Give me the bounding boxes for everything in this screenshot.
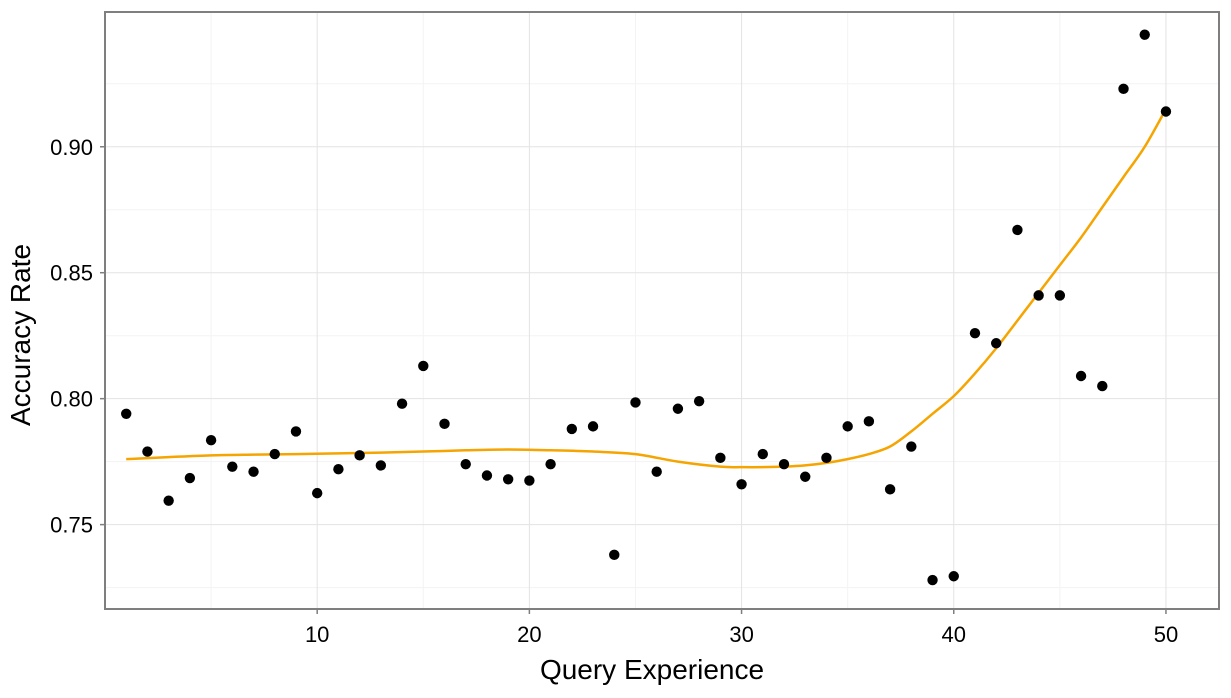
data-point <box>290 426 302 437</box>
x-axis-ticks: 10 20 30 40 50 <box>305 609 1178 647</box>
data-point <box>969 327 981 339</box>
x-tick-label: 40 <box>942 622 966 647</box>
data-point <box>672 403 684 414</box>
data-point <box>248 466 259 477</box>
data-point <box>502 474 514 485</box>
data-point <box>800 471 811 482</box>
data-point <box>1075 370 1087 382</box>
data-point <box>481 470 493 481</box>
data-point <box>184 472 196 484</box>
data-point <box>715 452 726 464</box>
data-point <box>205 435 217 446</box>
data-point <box>778 458 790 470</box>
data-point <box>630 397 641 408</box>
data-point <box>927 574 938 586</box>
data-point <box>609 549 620 561</box>
x-axis-title: Query Experience <box>540 654 764 685</box>
data-point <box>396 398 408 409</box>
data-point <box>524 475 535 486</box>
y-tick-label: 0.90 <box>50 135 93 160</box>
data-point <box>863 416 875 427</box>
plot-border <box>104 11 1220 610</box>
data-point <box>227 461 238 472</box>
data-point <box>439 418 450 430</box>
y-tick-label: 0.75 <box>50 513 93 538</box>
data-point <box>906 441 917 452</box>
data-point <box>948 571 959 582</box>
data-point <box>842 421 853 432</box>
y-tick-label: 0.85 <box>50 261 93 286</box>
y-axis-title: Accuracy Rate <box>5 244 36 426</box>
y-tick-label: 0.80 <box>50 387 93 412</box>
data-point <box>1160 106 1172 117</box>
data-point <box>1012 224 1023 236</box>
data-point <box>121 408 132 419</box>
data-point <box>1097 380 1108 392</box>
data-point <box>375 460 387 471</box>
data-point <box>333 463 344 475</box>
data-point <box>1118 83 1129 95</box>
data-point <box>311 487 323 499</box>
data-point <box>757 448 768 460</box>
data-point <box>587 421 599 432</box>
data-point <box>693 395 705 407</box>
y-axis-ticks: 0.75 0.80 0.85 0.90 <box>50 135 105 538</box>
data-point <box>418 360 429 372</box>
x-tick-label: 30 <box>729 622 753 647</box>
data-point <box>736 479 747 490</box>
x-tick-label: 10 <box>305 622 329 647</box>
data-point <box>821 452 832 464</box>
data-point <box>354 450 365 461</box>
plot-background <box>105 12 1219 609</box>
data-point <box>1033 290 1044 301</box>
grid-major <box>105 12 1219 609</box>
data-point <box>991 338 1002 349</box>
data-point <box>651 466 662 477</box>
data-point <box>460 458 471 470</box>
points-layer <box>121 29 1172 586</box>
data-point <box>566 423 578 435</box>
x-tick-label: 20 <box>517 622 541 647</box>
data-point <box>1139 29 1150 40</box>
data-point <box>142 446 153 457</box>
data-point <box>545 458 556 470</box>
grid-minor <box>105 12 1219 609</box>
data-point <box>1054 290 1066 301</box>
data-point <box>269 448 280 460</box>
x-tick-label: 50 <box>1154 622 1178 647</box>
data-point <box>884 484 896 495</box>
data-point <box>163 495 174 506</box>
